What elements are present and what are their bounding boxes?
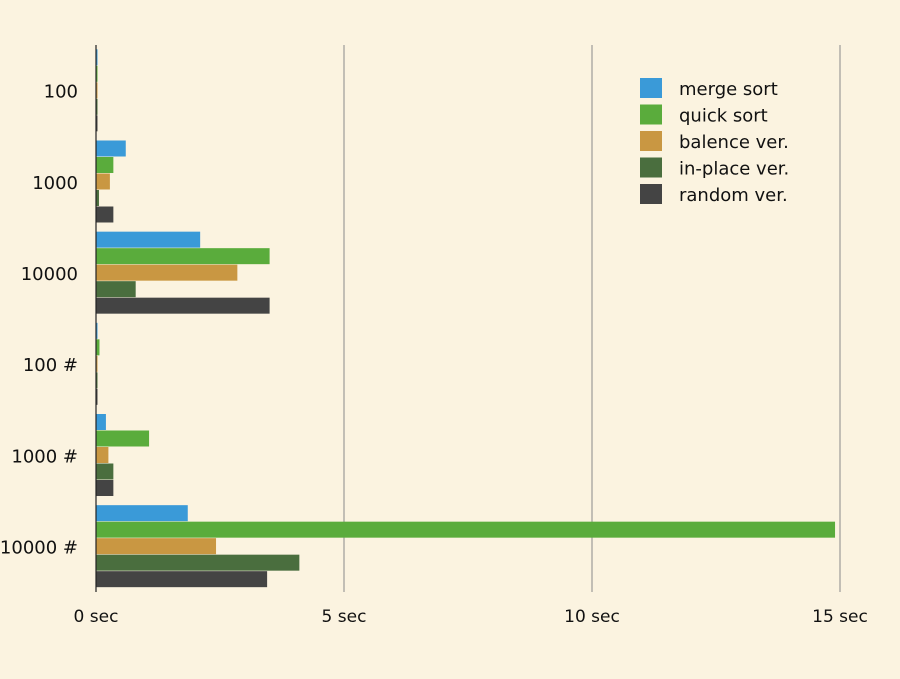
bar [96, 65, 98, 82]
bar [96, 571, 268, 588]
bar [96, 281, 136, 298]
category-label: 10000 [21, 264, 78, 285]
legend-label: random ver. [679, 185, 788, 206]
legend-swatch [640, 104, 662, 125]
category-label: 1000 [32, 173, 78, 194]
bar [96, 372, 98, 389]
x-tick-label: 0 sec [74, 607, 119, 627]
legend-label: balence ver. [679, 132, 789, 153]
bar [96, 463, 114, 480]
bar [96, 231, 201, 248]
bar [96, 173, 110, 190]
labels: 0 sec 5 sec 10 sec 15 sec 100 1000 10000 100 # 1… [0, 82, 868, 627]
legend-label: quick sort [679, 106, 768, 127]
bar [96, 82, 98, 99]
bar [96, 339, 100, 356]
bar [96, 297, 270, 314]
bar [96, 322, 98, 339]
legend-label: merge sort [679, 79, 778, 100]
bar [96, 206, 114, 223]
legend-swatch [640, 184, 662, 204]
bar [96, 554, 300, 571]
legend-swatch [640, 157, 662, 178]
bar [96, 480, 114, 496]
bar [96, 115, 98, 132]
bar [96, 140, 126, 157]
x-tick-label: 5 sec [322, 607, 367, 627]
bar [96, 248, 270, 265]
legend: merge sort quick sort balence ver. in-place… [640, 78, 789, 206]
bar [96, 430, 150, 447]
bar [96, 98, 98, 115]
category-label: 100 [44, 82, 78, 103]
x-tick-label: 10 sec [564, 607, 620, 627]
bar [96, 521, 836, 538]
legend-label: in-place ver. [679, 159, 789, 180]
bar [96, 414, 106, 430]
bar [96, 505, 188, 522]
bar [96, 190, 99, 206]
bar [96, 157, 114, 173]
bar [96, 447, 109, 463]
legend-swatch [640, 131, 662, 151]
bars [96, 49, 836, 588]
bar [96, 538, 217, 555]
bar [96, 355, 98, 372]
category-label: 100 # [23, 355, 78, 376]
grid-lines [343, 45, 841, 592]
bar [96, 264, 238, 281]
legend-swatch [640, 78, 662, 98]
bar [96, 388, 98, 405]
category-label: 1000 # [11, 446, 78, 467]
category-label: 10000 # [0, 537, 78, 558]
bar [96, 49, 98, 66]
x-tick-label: 15 sec [812, 607, 868, 627]
